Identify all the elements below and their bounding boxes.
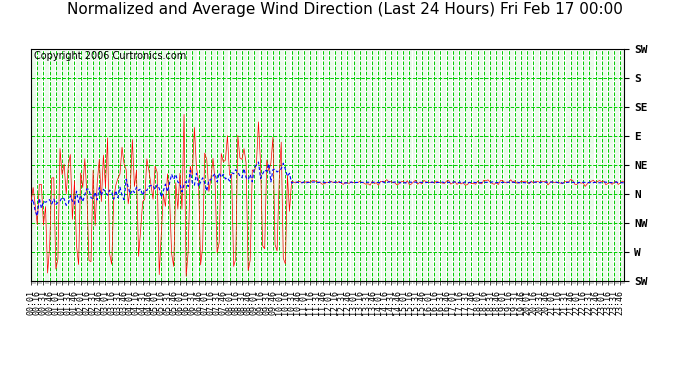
Text: Normalized and Average Wind Direction (Last 24 Hours) Fri Feb 17 00:00: Normalized and Average Wind Direction (L… [67,2,623,17]
Text: Copyright 2006 Curtronics.com: Copyright 2006 Curtronics.com [34,51,186,61]
